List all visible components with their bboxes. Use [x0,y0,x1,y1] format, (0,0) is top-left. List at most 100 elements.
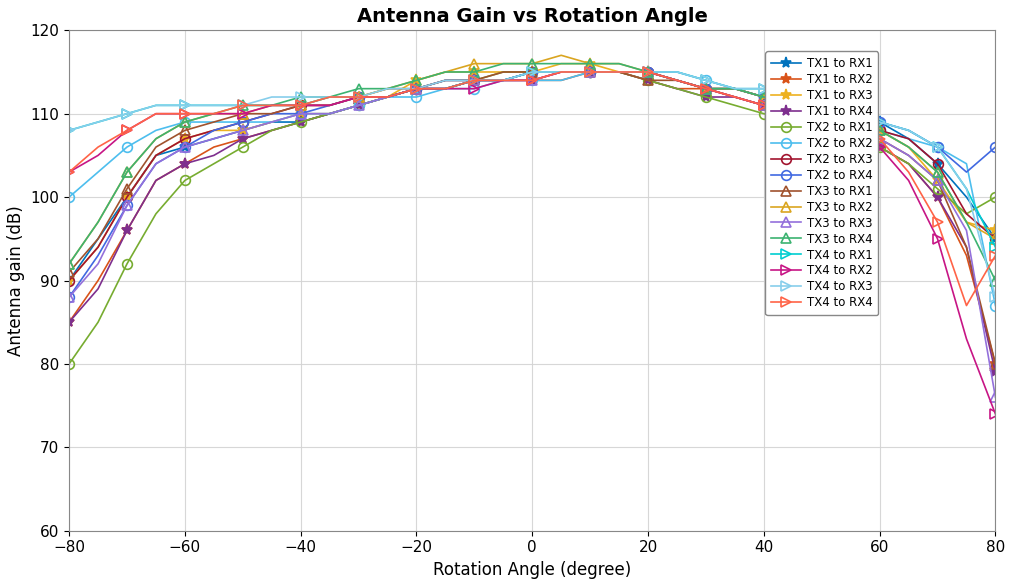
TX1 to RX3 [641,69,653,76]
TX2 to RX1 [439,85,451,92]
TX2 to RX4 [179,144,191,151]
TX4 to RX4 [613,69,625,76]
TX2 to RX2 [266,118,278,125]
TX1 to RX2 [641,77,653,84]
TX3 to RX3 [613,69,625,76]
TX1 to RX4 [641,77,653,84]
TX1 to RX2 [930,193,942,200]
TX1 to RX3 [179,135,191,142]
TX1 to RX4 [324,110,336,117]
TX2 to RX2 [930,144,942,151]
TX3 to RX1 [352,94,364,101]
TX3 to RX4 [989,277,1001,284]
TX3 to RX4 [496,60,509,67]
TX2 to RX1 [757,110,769,117]
TX1 to RX1 [815,110,827,117]
TX4 to RX4 [266,102,278,109]
TX1 to RX2 [583,69,595,76]
TX4 to RX3 [324,94,336,101]
TX2 to RX1 [179,177,191,184]
TX4 to RX1 [266,102,278,109]
TX4 to RX1 [468,77,480,84]
TX3 to RX1 [728,94,740,101]
TX2 to RX4 [989,144,1001,151]
TX4 to RX4 [237,102,249,109]
TX4 to RX3 [583,69,595,76]
TX3 to RX3 [902,152,914,159]
TX1 to RX3 [496,69,509,76]
TX4 to RX4 [670,77,682,84]
TX2 to RX2 [583,69,595,76]
TX3 to RX3 [959,227,972,234]
TX2 to RX1 [700,94,712,101]
TX3 to RX3 [700,85,712,92]
TX4 to RX3 [902,127,914,134]
TX2 to RX2 [613,69,625,76]
TX1 to RX2 [63,319,75,326]
TX1 to RX2 [728,94,740,101]
TX4 to RX3 [179,102,191,109]
TX3 to RX3 [352,102,364,109]
Y-axis label: Antenna gain (dB): Antenna gain (dB) [7,205,25,356]
TX2 to RX3 [63,277,75,284]
TX2 to RX2 [120,144,132,151]
TX3 to RX4 [352,85,364,92]
TX2 to RX2 [92,169,104,176]
TX4 to RX3 [728,85,740,92]
TX4 to RX4 [757,102,769,109]
TX3 to RX4 [815,110,827,117]
TX4 to RX1 [120,110,132,117]
TX4 to RX3 [266,94,278,101]
TX4 to RX3 [237,102,249,109]
TX4 to RX4 [700,85,712,92]
TX1 to RX2 [670,85,682,92]
TX4 to RX4 [902,169,914,176]
TX2 to RX3 [815,110,827,117]
TX2 to RX2 [555,77,567,84]
TX1 to RX4 [902,160,914,167]
TX2 to RX3 [844,118,856,125]
TX1 to RX2 [613,69,625,76]
TX3 to RX1 [63,268,75,275]
TX2 to RX2 [728,85,740,92]
TX3 to RX2 [237,110,249,117]
TX3 to RX2 [757,94,769,101]
TX1 to RX2 [902,160,914,167]
Line: TX2 to RX2: TX2 to RX2 [64,67,999,311]
TX2 to RX4 [757,94,769,101]
TX4 to RX1 [989,244,1001,251]
TX4 to RX3 [555,69,567,76]
Line: TX2 to RX1: TX2 to RX1 [64,67,999,369]
TX1 to RX3 [844,118,856,125]
TX2 to RX3 [410,85,423,92]
TX2 to RX2 [700,77,712,84]
TX3 to RX3 [92,260,104,267]
TX4 to RX1 [496,77,509,84]
TX3 to RX3 [555,69,567,76]
TX3 to RX3 [266,118,278,125]
TX1 to RX2 [468,77,480,84]
TX3 to RX2 [496,60,509,67]
TX2 to RX1 [728,102,740,109]
TX1 to RX3 [468,69,480,76]
TX4 to RX1 [207,102,219,109]
TX4 to RX3 [294,94,306,101]
TX2 to RX3 [728,85,740,92]
TX3 to RX4 [613,60,625,67]
TX1 to RX1 [700,85,712,92]
TX3 to RX4 [872,127,885,134]
TX4 to RX4 [930,219,942,226]
TX1 to RX4 [266,127,278,134]
TX4 to RX2 [930,236,942,243]
TX1 to RX4 [179,160,191,167]
TX2 to RX1 [641,77,653,84]
TX1 to RX2 [989,360,1001,367]
TX1 to RX4 [815,118,827,125]
TX1 to RX1 [410,85,423,92]
TX3 to RX2 [786,102,798,109]
TX3 to RX4 [324,94,336,101]
TX3 to RX4 [266,102,278,109]
TX4 to RX2 [757,102,769,109]
TX2 to RX2 [439,85,451,92]
TX3 to RX2 [583,60,595,67]
